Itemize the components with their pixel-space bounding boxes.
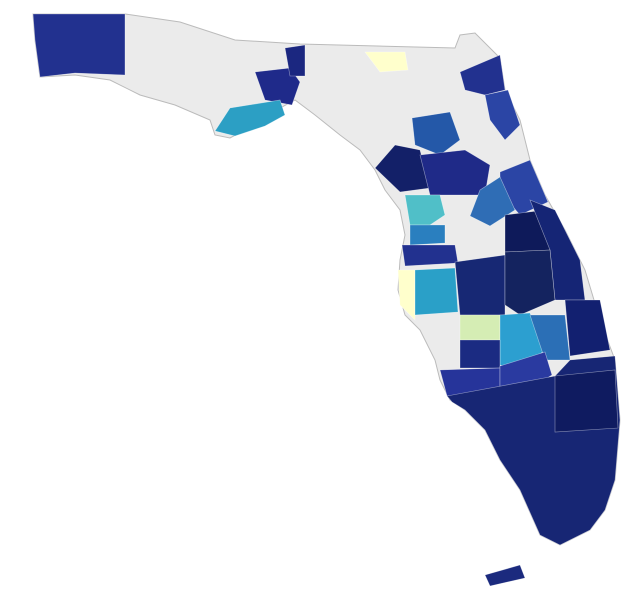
county <box>401 244 459 267</box>
county <box>459 54 506 96</box>
county <box>414 267 459 316</box>
county <box>484 564 526 587</box>
county <box>364 51 409 73</box>
county <box>454 254 506 316</box>
county <box>469 176 516 227</box>
county <box>419 149 491 196</box>
county <box>397 269 416 321</box>
county <box>214 99 286 137</box>
county <box>411 111 461 156</box>
county <box>409 224 446 246</box>
county <box>564 299 611 357</box>
county <box>32 13 126 78</box>
county <box>254 67 301 106</box>
county <box>404 194 446 226</box>
county <box>459 314 501 341</box>
county <box>504 249 556 316</box>
county <box>554 369 619 433</box>
county <box>459 339 501 369</box>
county <box>284 44 306 77</box>
county <box>484 89 521 141</box>
